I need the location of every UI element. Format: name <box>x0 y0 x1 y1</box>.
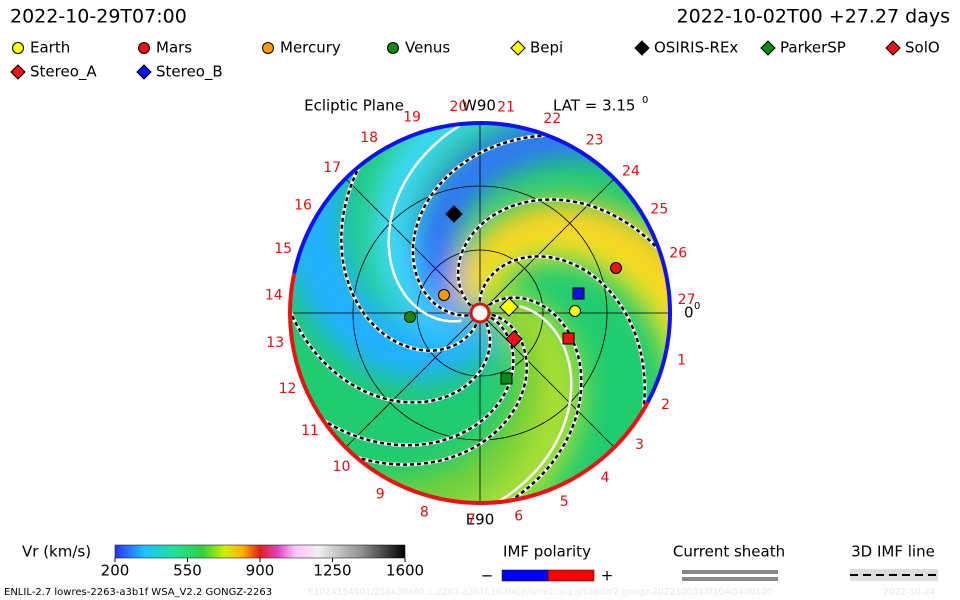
rotation-label: 12 <box>279 381 297 397</box>
legend-label: Stereo_A <box>30 63 97 82</box>
rotation-label: 22 <box>543 111 561 127</box>
top-label: W90 <box>462 97 496 115</box>
colorbar-title: Vr (km/s) <box>22 543 91 561</box>
imf-minus: − <box>481 567 494 585</box>
rotation-label: 15 <box>274 241 292 257</box>
rotation-label: 7 <box>467 512 476 528</box>
right-label: 0 <box>684 304 694 322</box>
legend-marker <box>885 40 901 56</box>
sheath-swatch-bottom <box>682 577 778 581</box>
colorbar-tick-label: 900 <box>246 562 275 580</box>
legend-label: Bepi <box>530 39 563 57</box>
speed-band <box>423 291 583 503</box>
footer-right: 2022-10-24 <box>883 588 936 598</box>
latitude: LAT = 3.15 <box>553 97 635 115</box>
stereo-a-marker <box>562 332 575 345</box>
legend: Earth Mars Mercury Venus Bepi OSIRIS-REx Parke… <box>10 39 940 82</box>
current-sheath <box>404 304 573 503</box>
rotation-label: 25 <box>650 202 668 218</box>
parkersp-marker <box>500 372 513 385</box>
right-label-sup: 0 <box>694 301 700 312</box>
rotation-label: 21 <box>497 100 515 116</box>
rotation-label: 20 <box>450 99 468 115</box>
legend-marker <box>136 64 152 80</box>
legend-label: OSIRIS-REx <box>654 39 738 57</box>
rotation-label: 6 <box>514 508 523 524</box>
legend-marker <box>634 40 650 56</box>
solo-marker <box>505 330 523 348</box>
legend-marker <box>138 42 150 54</box>
imf-line-bg <box>378 295 584 503</box>
imf-title: IMF polarity <box>503 543 591 561</box>
legend-marker <box>510 40 526 56</box>
rotation-label: 9 <box>376 486 385 502</box>
legend-label: Mercury <box>280 39 341 57</box>
legend-label: Venus <box>405 39 450 57</box>
stereo-b-marker <box>572 287 585 300</box>
plot-title: Ecliptic Plane <box>304 97 404 115</box>
rotation-label: 27 <box>678 292 696 308</box>
rotation-label: 13 <box>266 335 284 351</box>
legend-marker <box>12 42 24 54</box>
imf-line-bg <box>456 197 670 376</box>
footer-middle: E1024154501/256x30x90.1.2263-a3b1f.16-fi… <box>308 588 773 598</box>
imf-plus: + <box>601 567 614 585</box>
legend-label: SolO <box>905 39 940 57</box>
legend-marker <box>262 42 274 54</box>
imf-positive-swatch <box>547 569 595 582</box>
rotation-label: 5 <box>560 494 569 510</box>
rotation-label: 19 <box>403 109 421 125</box>
latitude-sup: 0 <box>642 95 648 106</box>
rotation-label: 17 <box>323 160 341 176</box>
rotation-label: 16 <box>294 198 312 214</box>
mars-marker <box>610 262 622 274</box>
sheath-title: Current sheath <box>673 543 785 561</box>
legend-marker <box>387 42 399 54</box>
rotation-label: 2 <box>661 397 670 413</box>
rotation-label: 11 <box>301 423 319 439</box>
legend-label: Stereo_B <box>156 63 223 82</box>
time-label: 2022-10-29T07:00 <box>10 6 187 28</box>
rotation-label: 4 <box>601 470 610 486</box>
colorbar <box>114 544 406 559</box>
rotation-label: 8 <box>420 504 429 520</box>
sun <box>469 302 491 324</box>
colorbar-tick-label: 200 <box>101 562 130 580</box>
legend-label: ParkerSP <box>780 39 846 57</box>
sheath-swatch-top <box>682 570 778 574</box>
rotation-label: 10 <box>333 459 351 475</box>
legend-label: Earth <box>30 39 70 57</box>
rotation-label: 26 <box>669 245 687 261</box>
colorbar-tick-label: 1600 <box>386 562 424 580</box>
imf-line-bg <box>290 174 492 405</box>
footer-left: ENLIL-2.7 lowres-2263-a3b1f WSA_V2.2 GON… <box>4 587 272 598</box>
rotation-label: 23 <box>586 133 604 149</box>
bottom-label: E90 <box>466 511 495 529</box>
rotation-label: 1 <box>677 352 686 368</box>
imf-negative-swatch <box>501 569 549 582</box>
bepi-marker <box>499 297 519 317</box>
rim-positive <box>292 121 672 404</box>
legend-label: Mars <box>156 39 192 57</box>
speed-band <box>465 229 670 404</box>
mercury-marker <box>438 289 450 301</box>
venus-marker <box>404 311 416 323</box>
rotation-label: 3 <box>635 437 644 453</box>
earth-marker <box>569 305 581 317</box>
current-sheath <box>387 123 559 323</box>
rotation-label: 14 <box>265 288 283 304</box>
rim-negative <box>288 273 650 505</box>
rotation-label: 24 <box>622 163 640 179</box>
colorbar-tick-label: 550 <box>173 562 202 580</box>
run-label: 2022-10-02T00 +27.27 days <box>677 6 950 28</box>
osiris-rex-marker <box>445 205 463 223</box>
legend-marker <box>760 40 776 56</box>
imf-line-title: 3D IMF line <box>851 543 935 561</box>
body-markers <box>404 205 622 385</box>
rotation-label: 18 <box>360 130 378 146</box>
legend-marker <box>10 64 26 80</box>
colorbar-tick-label: 1250 <box>313 562 351 580</box>
